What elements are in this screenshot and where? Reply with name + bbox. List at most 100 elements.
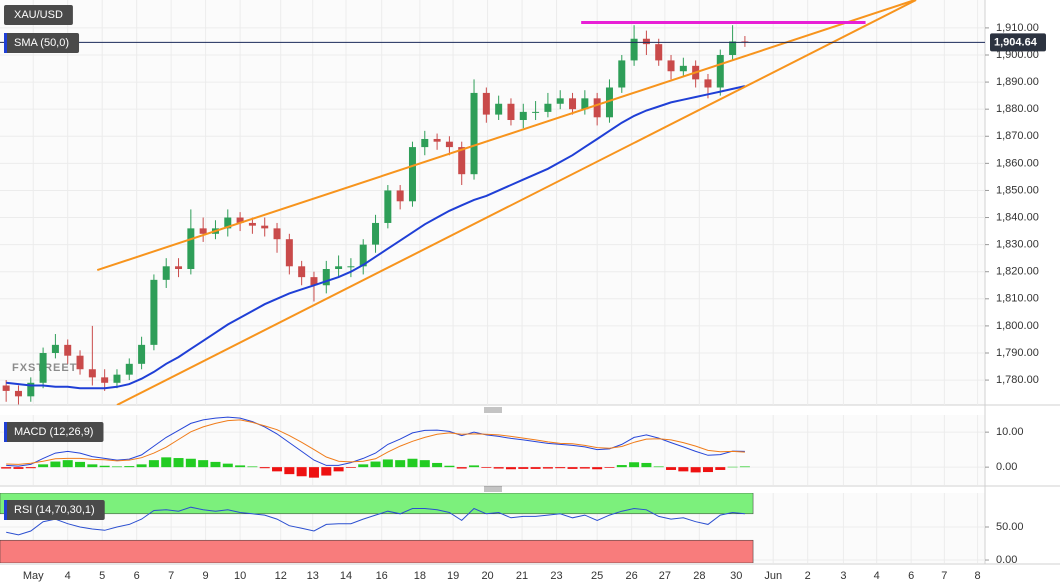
- x-tick-label: 10: [234, 570, 246, 582]
- legend-entry: MACD (12,26,9): [4, 422, 104, 442]
- candle-body: [470, 92, 478, 175]
- histogram-bar: [530, 467, 541, 469]
- candle-body: [544, 103, 552, 112]
- histogram-bar: [432, 462, 443, 468]
- plot-layer: [1, 416, 750, 478]
- candle-body: [495, 103, 503, 115]
- histogram-bar: [345, 467, 356, 468]
- candle-body: [51, 344, 59, 353]
- histogram-bar: [653, 466, 664, 468]
- x-tick-label: 26: [626, 570, 638, 582]
- histogram-bar: [629, 462, 640, 468]
- histogram-bar: [641, 462, 652, 468]
- rsi-band: [0, 539, 754, 563]
- histogram-bar: [321, 467, 332, 476]
- histogram-bar: [469, 465, 480, 468]
- y-tick-label: 1,900.00: [996, 49, 1039, 61]
- y-tick-label: 1,810.00: [996, 293, 1039, 305]
- candle-body: [556, 98, 564, 104]
- candle-body: [285, 239, 293, 267]
- y-tick-label: 1,910.00: [996, 22, 1039, 34]
- y-tick-label: 1,890.00: [996, 76, 1039, 88]
- resize-grip[interactable]: [484, 407, 502, 492]
- histogram-bar: [370, 461, 381, 468]
- histogram-bar: [136, 464, 147, 468]
- candle-body: [125, 363, 133, 375]
- trend-line: [116, 0, 917, 405]
- x-tick-label: 4: [874, 570, 880, 582]
- x-tick-label: 30: [730, 570, 742, 582]
- histogram-bar: [666, 467, 677, 470]
- histogram-bar: [419, 460, 430, 468]
- trend-line: [96, 0, 916, 272]
- histogram-bar: [702, 467, 713, 473]
- y-tick-label: 1,850.00: [996, 184, 1039, 196]
- histogram-bar: [616, 465, 627, 468]
- y-tick-label: 1,830.00: [996, 239, 1039, 251]
- macd-panel: [0, 415, 985, 485]
- legend-box: [4, 422, 104, 442]
- x-tick-label: May: [23, 570, 44, 582]
- histogram-bar: [407, 458, 418, 468]
- candle-body: [14, 390, 22, 397]
- histogram-bar: [284, 467, 295, 475]
- histogram-bar: [604, 467, 615, 468]
- x-tick-label: 25: [591, 570, 603, 582]
- histogram-bar: [210, 461, 221, 468]
- histogram-bar: [592, 467, 603, 470]
- x-tick-label: 2: [805, 570, 811, 582]
- legend-label: RSI (14,70,30,1): [14, 504, 95, 516]
- legend-entry: XAU/USD: [4, 5, 73, 25]
- histogram-bar: [715, 467, 726, 470]
- candle-body: [593, 98, 601, 118]
- candle-body: [433, 138, 441, 142]
- histogram-bar: [161, 457, 172, 468]
- x-tick-label: 16: [376, 570, 388, 582]
- x-tick-label: 8: [975, 570, 981, 582]
- x-tick-label: 7: [941, 570, 947, 582]
- histogram-bar: [727, 466, 738, 468]
- main-panel: [0, 0, 985, 405]
- histogram-bar: [222, 463, 233, 468]
- candle-body: [162, 266, 170, 280]
- y-tick-label: 1,780.00: [996, 374, 1039, 386]
- legend-label: MACD (12,26,9): [14, 426, 93, 438]
- candle-body: [64, 344, 72, 356]
- candle-body: [605, 87, 613, 118]
- candle-body: [298, 266, 306, 278]
- x-tick-label: 28: [693, 570, 705, 582]
- histogram-bar: [247, 466, 258, 468]
- histogram-bar: [567, 467, 578, 469]
- y-tick-label: 1,870.00: [996, 130, 1039, 142]
- x-tick-label: 12: [275, 570, 287, 582]
- legend-label: XAU/USD: [14, 9, 63, 21]
- histogram-bar: [124, 466, 135, 468]
- y-tick-label: 1,880.00: [996, 103, 1039, 115]
- x-tick-label: 6: [908, 570, 914, 582]
- candle-body: [27, 382, 35, 397]
- histogram-bar: [50, 461, 61, 468]
- histogram-bar: [235, 465, 246, 468]
- plot-layer: [2, 0, 917, 405]
- candle-body: [482, 92, 490, 115]
- candle-body: [248, 222, 256, 226]
- macd-line: [6, 416, 745, 467]
- x-tick-label: 14: [340, 570, 352, 582]
- candle-body: [335, 266, 343, 270]
- y-tick-label: 1,840.00: [996, 211, 1039, 223]
- candle-body: [76, 355, 84, 370]
- x-tick-label: 19: [447, 570, 459, 582]
- signal-line: [6, 419, 745, 465]
- y-tick-label: 1,820.00: [996, 266, 1039, 278]
- histogram-bar: [259, 467, 270, 469]
- histogram-bar: [358, 464, 369, 468]
- histogram-bar: [272, 467, 283, 472]
- histogram-bar: [87, 464, 98, 468]
- legend-box: [4, 5, 73, 25]
- candle-body: [236, 217, 244, 223]
- candle-body: [138, 344, 146, 364]
- candle-body: [372, 222, 380, 245]
- candle-body: [569, 98, 577, 110]
- histogram-bar: [13, 467, 24, 469]
